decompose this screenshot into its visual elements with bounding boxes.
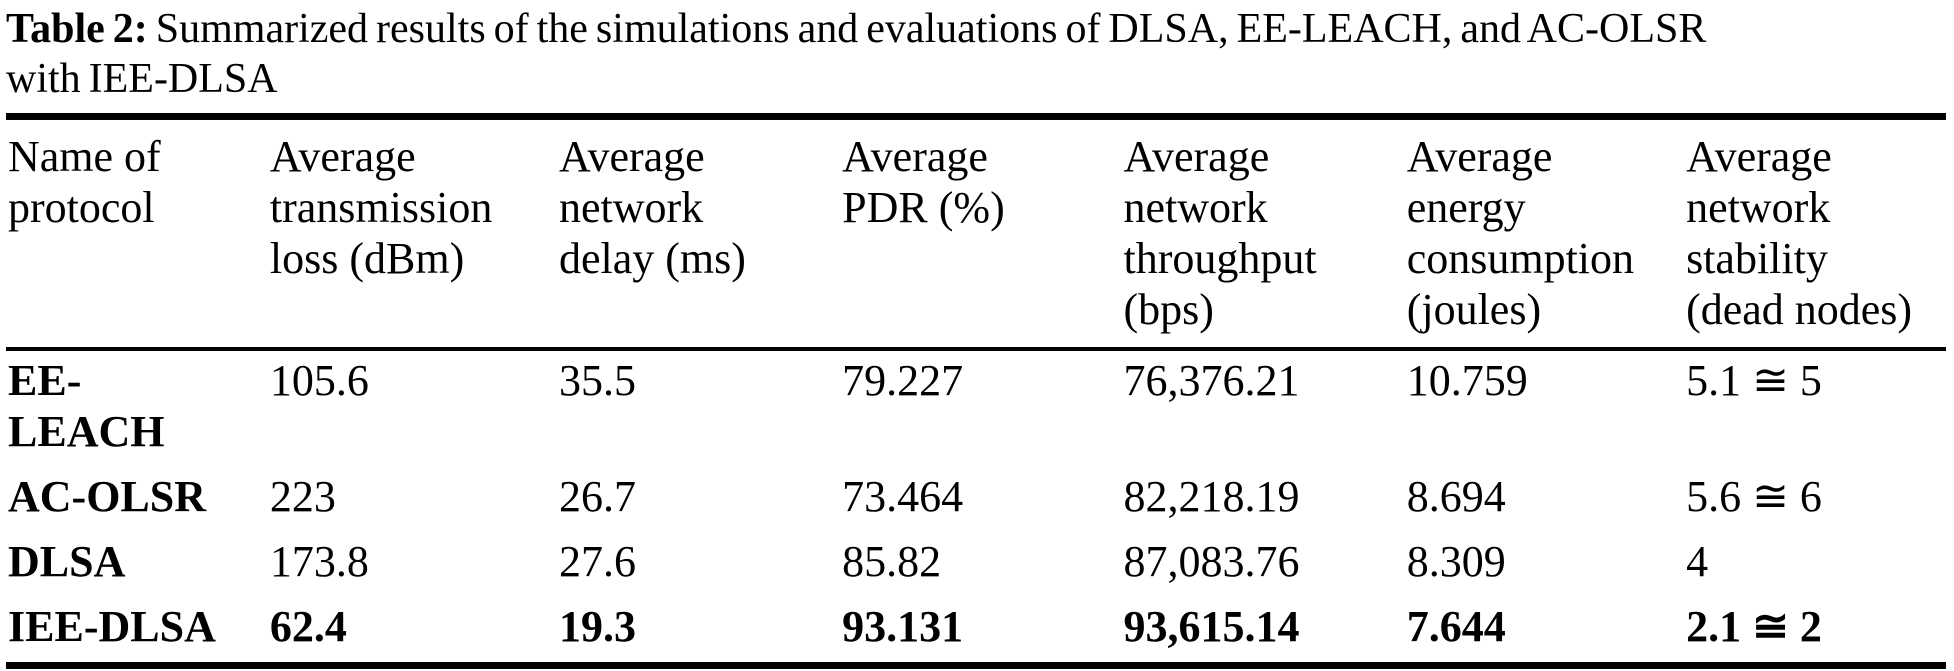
cell-pdr: 73.464 — [842, 471, 964, 521]
cell-throughput: 76,376.21 — [1123, 355, 1300, 405]
cell-stability: 4 — [1686, 537, 1709, 586]
table-caption-text: Summarized results of the simulations an… — [6, 6, 1707, 103]
cell-stability: 2.1 ≅ 2 — [1686, 602, 1822, 652]
cell-transmission-loss: 105.6 — [269, 355, 369, 405]
cell-network-delay: 26.7 — [558, 471, 636, 521]
row-ac-olsr: AC-OLSR 223 26.7 73.464 82,218.19 8.694 … — [6, 467, 1946, 532]
cell-energy: 8.309 — [1406, 537, 1506, 586]
table-caption-label: Table 2: — [6, 6, 148, 52]
cell-energy: 10.759 — [1406, 355, 1528, 405]
cell-protocol: AC-OLSR — [8, 471, 207, 521]
cell-network-delay: 27.6 — [558, 537, 636, 586]
results-table: Name of protocol Average transmission lo… — [6, 112, 1946, 670]
cell-transmission-loss: 223 — [269, 471, 336, 521]
cell-protocol: IEE-DLSA — [8, 602, 216, 652]
cell-protocol: DLSA — [8, 537, 126, 586]
cell-transmission-loss: 173.8 — [269, 537, 369, 586]
cell-stability: 5.6 ≅ 6 — [1686, 471, 1822, 521]
row-iee-dlsa: IEE-DLSA 62.4 19.3 93.131 93,615.14 7.64… — [6, 597, 1946, 666]
header-row: Name of protocol Average transmission lo… — [6, 116, 1946, 351]
cell-network-delay: 35.5 — [558, 355, 636, 405]
cell-transmission-loss: 62.4 — [269, 602, 347, 652]
column-header-pdr: Average PDR (%) — [840, 116, 1122, 351]
table-caption: Table 2: Summarized results of the simul… — [6, 4, 1946, 105]
cell-pdr: 85.82 — [842, 537, 942, 586]
row-ee-leach: EE- LEACH 105.6 35.5 79.227 76,376.21 10… — [6, 349, 1946, 467]
cell-throughput: 93,615.14 — [1123, 602, 1300, 652]
row-dlsa: DLSA 173.8 27.6 85.82 87,083.76 8.309 4 — [6, 532, 1946, 597]
cell-throughput: 87,083.76 — [1123, 537, 1300, 586]
column-header-network-delay: Average network delay (ms) — [556, 116, 841, 351]
cell-stability: 5.1 ≅ 5 — [1686, 355, 1822, 405]
column-header-network-stability: Average network stability (dead nodes) — [1684, 116, 1946, 351]
cell-network-delay: 19.3 — [558, 602, 636, 652]
column-header-energy-consumption: Average energy consumption (joules) — [1404, 116, 1685, 351]
cell-energy: 8.694 — [1406, 471, 1506, 521]
column-header-throughput: Average network throughput (bps) — [1121, 116, 1405, 351]
column-header-protocol: Name of protocol — [6, 116, 268, 351]
column-header-transmission-loss: Average transmission loss (dBm) — [267, 116, 557, 351]
cell-energy: 7.644 — [1406, 602, 1506, 652]
cell-protocol: EE- LEACH — [8, 355, 165, 456]
cell-pdr: 93.131 — [842, 602, 964, 652]
cell-throughput: 82,218.19 — [1123, 471, 1300, 521]
cell-pdr: 79.227 — [842, 355, 964, 405]
